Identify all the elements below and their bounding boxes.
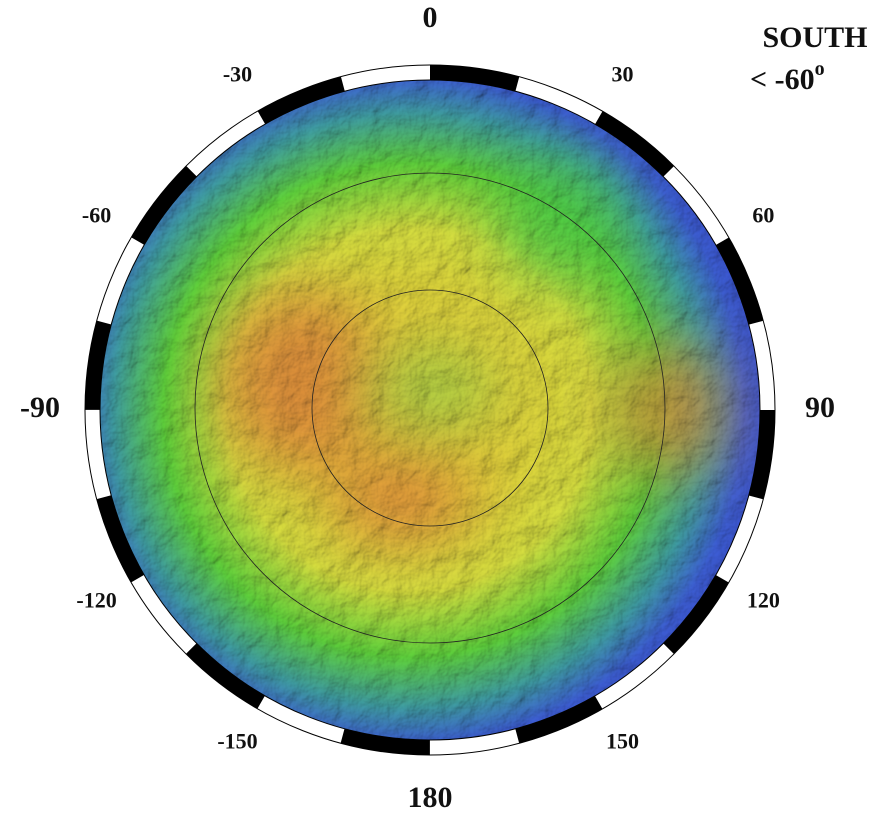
degree-sign: o: [815, 58, 825, 80]
longitude-label: 0: [423, 1, 438, 34]
longitude-label: 150: [606, 728, 639, 753]
subtitle-text: < -60: [750, 63, 815, 96]
subtitle: < -60o: [750, 58, 825, 96]
longitude-label: 90: [805, 391, 835, 424]
longitude-label: -30: [223, 62, 252, 87]
title: SOUTH: [762, 21, 867, 54]
longitude-label: -90: [20, 391, 60, 424]
longitude-label: 60: [752, 203, 774, 228]
topography: [100, 80, 760, 740]
longitude-label: 30: [612, 62, 634, 87]
longitude-label: -150: [217, 728, 257, 753]
longitude-label: -60: [82, 203, 111, 228]
longitude-label: 180: [408, 781, 453, 808]
polar-map: SOUTH < -60o 0 30 60 90 120 150 180 -150 -120 -90…: [0, 0, 883, 808]
longitude-label: 120: [747, 588, 780, 613]
longitude-label: -120: [76, 588, 116, 613]
